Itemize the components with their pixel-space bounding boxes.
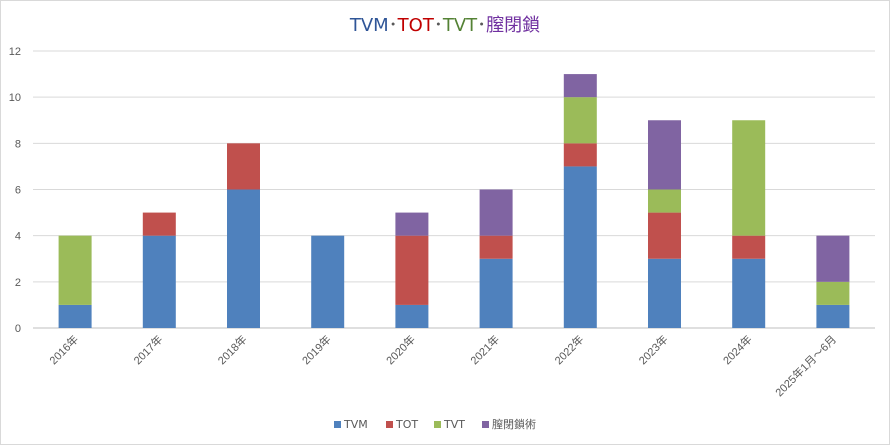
y-tick-label: 0	[15, 323, 21, 335]
bar-segment	[816, 304, 850, 328]
chart-title-part: ･	[477, 15, 487, 36]
y-tick-label: 4	[15, 231, 21, 243]
legend-label: TVT	[443, 418, 465, 431]
x-tick-label: 2016年	[46, 332, 81, 367]
bar-segment	[816, 281, 850, 305]
legend-swatch	[334, 421, 341, 428]
legend-swatch	[386, 421, 393, 428]
legend-swatch	[434, 421, 441, 428]
bar-segment	[648, 212, 681, 259]
bar-segment	[395, 212, 429, 236]
x-tick-label: 2025年1月～6月	[772, 332, 839, 399]
y-tick-label: 12	[9, 46, 21, 58]
bar-segment	[142, 235, 176, 328]
bar-segment	[58, 235, 92, 305]
bar-segment	[563, 143, 597, 167]
legend-swatch	[482, 421, 489, 428]
y-tick-label: 2	[15, 277, 21, 289]
bar-segment	[648, 189, 681, 213]
chart-title-part: TOT	[397, 15, 434, 36]
x-tick-label: 2021年	[467, 332, 502, 367]
x-tick-label: 2018年	[215, 332, 250, 367]
bar-segment	[563, 166, 597, 328]
bar-segment	[142, 212, 176, 236]
bar-segment	[479, 189, 513, 236]
bar-segment	[563, 97, 597, 144]
bar-segment	[227, 189, 260, 328]
bar-segment	[479, 258, 513, 328]
bar-segment	[58, 304, 92, 328]
bar-segment	[648, 258, 681, 328]
bar-segment	[732, 258, 766, 328]
bar-segment	[227, 143, 260, 190]
chart-title-part: TVM	[349, 15, 389, 36]
bar-segment	[311, 235, 345, 328]
x-tick-label: 2017年	[130, 332, 165, 367]
x-tick-label: 2023年	[636, 332, 671, 367]
chart-title-part: ･	[388, 15, 398, 36]
y-tick-label: 10	[9, 92, 21, 104]
legend-label: 膣閉鎖術	[492, 417, 536, 431]
chart-title-part: 膣閉鎖	[486, 15, 541, 36]
bar-segment	[816, 235, 850, 282]
bar-segment	[732, 235, 766, 259]
legend-label: TVM	[343, 418, 368, 431]
x-tick-label: 2020年	[383, 332, 418, 367]
bar-segment	[395, 304, 429, 328]
chart-title-part: ･	[433, 15, 443, 36]
x-tick-label: 2022年	[551, 332, 586, 367]
y-tick-label: 8	[15, 138, 21, 150]
bar-segment	[732, 120, 766, 236]
x-tick-label: 2019年	[299, 332, 334, 367]
chart-title-part: TVT	[442, 15, 478, 36]
legend-label: TOT	[395, 418, 418, 431]
y-tick-label: 6	[15, 185, 21, 197]
bar-segment	[648, 120, 681, 190]
bar-segment	[563, 74, 597, 98]
bar-segment	[479, 235, 513, 259]
bar-segment	[395, 235, 429, 305]
x-tick-label: 2024年	[720, 332, 755, 367]
chart-title: TVM･TOT･TVT･膣閉鎖	[1, 11, 889, 37]
